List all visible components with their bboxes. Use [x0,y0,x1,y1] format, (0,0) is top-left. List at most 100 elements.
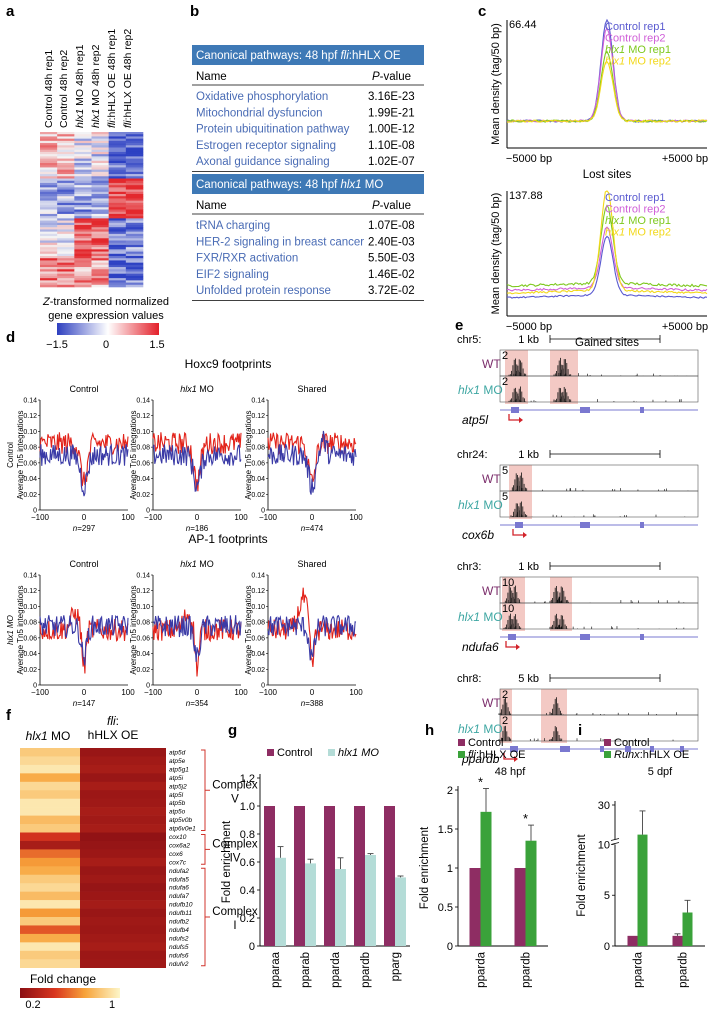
panel-e-mo-label: hlx1 MO [458,610,503,624]
panel-a-heatmap-cell [125,147,144,151]
panel-a-heatmap-cell [74,225,92,228]
panel-a-heatmap-cell [91,213,109,217]
panel-a-heatmap-cell [91,227,109,230]
panel-d-ytick-label: 0.04 [251,476,265,483]
panel-a-heatmap-cell [40,236,58,239]
panel-a-heatmap-cell [125,284,144,288]
panel-a-legend-tick-mid: 0 [103,339,109,351]
panel-a-heatmap-cell [57,158,75,162]
panel-a-heatmap-cell [57,238,75,241]
panel-e-mo-label: hlx1 MO [458,722,503,736]
panel-a-heatmap-cell [91,251,109,255]
panel-b-row-name: Oxidative phosphorylation [196,91,328,103]
panel-a-heatmap-cell [125,213,144,217]
panel-d-xtick-label: −100 [259,513,278,522]
panel-f-gene-label: ndufv2 [169,961,189,968]
panel-f-cell [80,781,166,791]
panel-d-n-label-part-1: =186 [190,524,209,533]
panel-a-legend-tick-high: 1.5 [149,339,164,351]
panel-e-tss-arrowhead [519,417,523,423]
panel-b-table-title: Canonical pathways: 48 hpf hlx1 MO [196,179,383,191]
panel-f-complex-label: Complex [212,779,258,791]
panel-a-heatmap-cell [40,233,58,237]
panel-a-heatmap-cell [108,242,127,246]
panel-d-n-label-part-0: n [186,524,191,533]
panel-d-n-label-part-1: =388 [305,699,324,708]
panel-a-heatmap-cell [108,165,127,168]
bar-mark [365,855,376,946]
panel-a-heatmap-cell [40,167,58,170]
panel-f-cell [20,874,80,884]
panel-a-heatmap-cell [91,140,109,144]
panel-b-col-pvalue-part-0: P [372,200,380,212]
panel-f-col-label-part-0: fli [107,714,116,728]
panel-e-tss-arrowhead [514,756,518,762]
panel-a-heatmap-cell [57,194,75,197]
panel-f-gene-label: atp5g1 [169,766,189,773]
panel-d-xtick-label: −100 [259,688,278,697]
panel-a-heatmap-cell [108,185,127,188]
panel-a-heatmap-cell [57,136,75,139]
panel-a-heatmap-cell [40,194,58,197]
panel-a-heatmap-cell [40,273,58,277]
panel-f-cell [80,849,166,859]
panel-f-cell [20,925,80,935]
panel-e-highlight [500,689,512,743]
panel-a-heatmap-cell [74,231,92,235]
panel-a-heatmap-cell [125,200,144,204]
bar-mark [525,840,537,946]
panel-d-row-label: Control [6,442,15,468]
panel-a-column-label-part-1: :hHLX OE 48h rep1 [106,29,118,121]
panel-d-xtick-label: −100 [144,688,163,697]
panel-a-heatmap-cell [40,163,58,166]
panel-a-heatmap-cell [57,198,75,201]
panel-e-wt-max: 10 [502,577,514,589]
panel-f-col-label-line2: hHLX OE [88,728,139,742]
panel-a-heatmap-cell [57,174,75,177]
bar-legend-swatch [458,739,465,746]
panel-c-xlabel-right: +5000 bp [662,321,708,333]
panel-c-legend-entry: Control rep1 [605,21,666,33]
panel-a-heatmap-cell [125,216,144,219]
panel-f-col-label-part-1: : [116,714,119,728]
panel-a-heatmap-cell [108,134,127,137]
panel-d-n-label-part-0: n [73,524,78,533]
panel-f-cell [20,790,80,799]
panel-d-panel-title-part-1: Shared [297,559,326,569]
bar-ylabel: Fold enrichment [221,820,233,903]
panel-a-heatmap-cell [91,178,109,182]
panel-e-chr-label: chr3: [457,561,481,573]
panel-a-heatmap-cell [57,205,75,208]
panel-a-heatmap-cell [57,182,75,186]
panel-a-heatmap-cell [108,222,127,226]
panel-letter-i: i [578,722,582,739]
panel-d-series-line [39,606,129,674]
panel-a-heatmap-cell [125,278,144,281]
panel-a-heatmap-cell [57,176,75,179]
panel-a-heatmap-cell [125,182,144,186]
bar-ylabel: Fold enrichment [576,833,588,916]
panel-e-gene-name: atp5l [462,413,488,427]
panel-a-heatmap-cell [91,222,109,226]
panel-a-heatmap-cell [125,198,144,201]
panel-b-table-title-part-0: Canonical pathways: 48 hpf [196,50,340,62]
panel-d-series-line [267,432,357,482]
panel-f-complex-roman: I [233,920,236,932]
bar-mark [637,834,648,946]
panel-e-wt-max: 2 [502,350,508,362]
bar-category-label: ppardb [678,952,690,988]
panel-c-legend-entry-part-0: hlx1 [605,215,625,227]
panel-a-heatmap-cell [74,174,92,177]
panel-a-heatmap-cell [74,242,92,246]
panel-a-heatmap-cell [74,163,92,166]
panel-d-n-label: n=147 [73,699,96,708]
panel-a-heatmap-cell [74,253,92,257]
panel-f-cell [80,942,166,952]
panel-f-cell [20,773,80,783]
panel-d-row-label: hlx1 MO [6,615,15,645]
panel-f-cell [80,950,166,960]
panel-a-heatmap-cell [108,275,127,279]
panel-a-heatmap-cell [74,171,92,175]
panel-a-heatmap-cell [57,156,75,159]
